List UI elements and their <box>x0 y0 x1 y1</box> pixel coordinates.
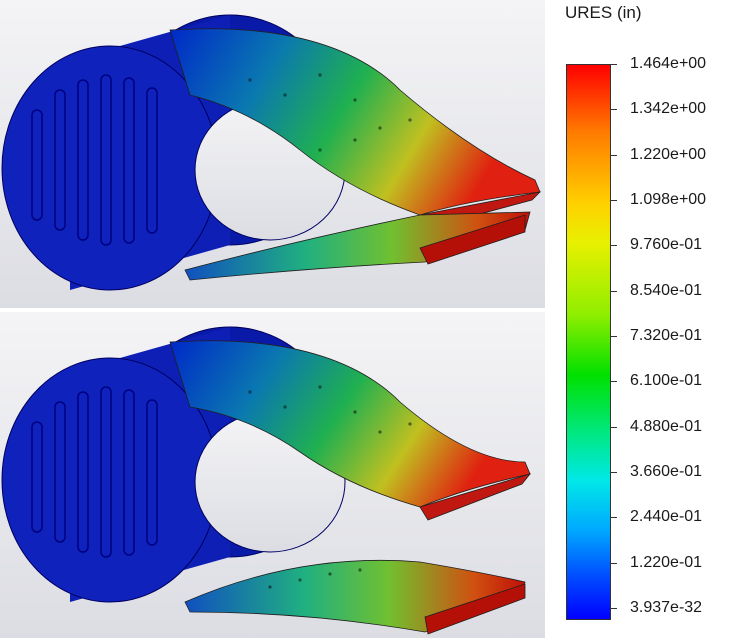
legend-tick-mark <box>611 200 617 201</box>
legend-tick-label: 2.440e-01 <box>630 508 703 526</box>
legend-tick-mark <box>611 64 617 65</box>
legend-tick-mark <box>611 562 617 564</box>
legend-tick-mark <box>611 245 617 247</box>
color-legend: URES (in) 1.464e+00 1.342e+00 1.220e+00 1.0… <box>548 0 730 638</box>
legend-tick-mark <box>611 426 617 428</box>
legend-tick-label: 8.540e-01 <box>630 281 703 299</box>
model-render-top <box>0 0 545 308</box>
legend-tick-mark <box>611 381 617 383</box>
model-viewport-bottom[interactable] <box>0 312 545 638</box>
legend-tick-mark <box>611 336 617 337</box>
legend-tick-label: 6.100e-01 <box>630 372 703 390</box>
legend-tick-label: 1.220e-01 <box>630 553 703 571</box>
legend-tick-mark <box>611 517 617 519</box>
legend-tick-mark <box>611 472 617 473</box>
legend-tick-label: 3.937e-32 <box>630 599 703 616</box>
legend-tick-label: 1.342e+00 <box>630 100 707 118</box>
legend-tick-mark <box>611 290 617 292</box>
legend-color-bar <box>566 64 611 620</box>
legend-tick-label: 7.320e-01 <box>630 327 703 344</box>
legend-tick-label: 4.880e-01 <box>630 417 703 435</box>
model-render-bottom <box>0 312 545 638</box>
legend-tick-mark <box>611 154 617 156</box>
legend-tick-label: 9.760e-01 <box>630 236 703 254</box>
legend-tick-label: 1.464e+00 <box>630 55 707 72</box>
legend-tick-label: 3.660e-01 <box>630 463 703 480</box>
legend-title: URES (in) <box>565 3 642 22</box>
legend-tick-mark <box>611 109 617 111</box>
legend-tick-label: 1.220e+00 <box>630 145 707 163</box>
legend-tick-label: 1.098e+00 <box>630 191 707 208</box>
legend-tick-mark <box>611 608 617 609</box>
model-viewport-top[interactable] <box>0 0 545 308</box>
